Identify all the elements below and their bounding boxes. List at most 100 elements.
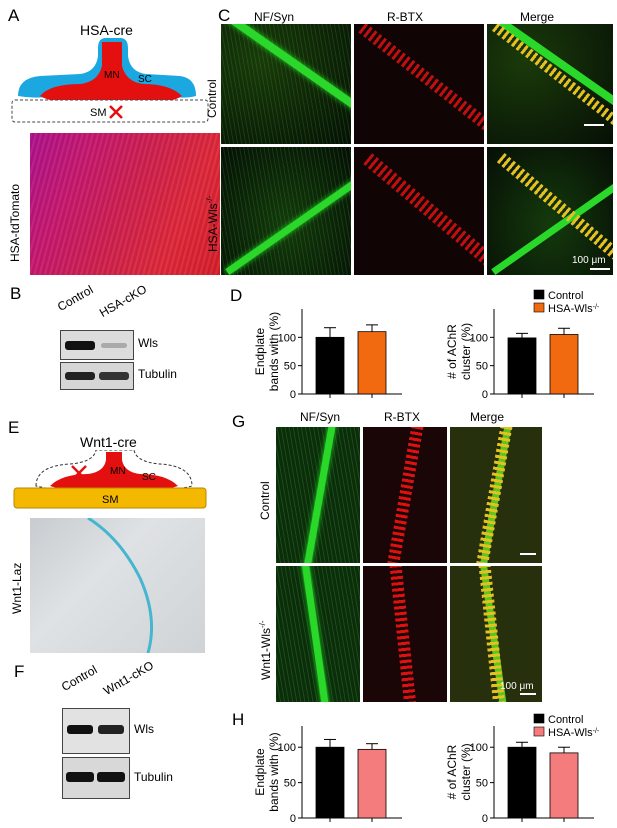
legend-swatch: [533, 713, 545, 724]
legend-label: HSA-Wls-/-: [548, 303, 600, 315]
blot-f-tubulin-label: Tubulin: [134, 770, 173, 784]
y-tick-label: 0: [482, 813, 488, 825]
hsa-tdtomato-label: HSA-tdTomato: [8, 183, 22, 262]
panel-label-d: D: [230, 286, 243, 305]
y-tick-label: 50: [476, 361, 488, 373]
g-control-rbtx-image: [363, 427, 447, 563]
legend-swatch: [533, 289, 545, 300]
g-scale-label: 100 μm: [500, 681, 534, 692]
blot-f-wls-label: Wls: [134, 722, 154, 736]
c-scale-bar-top: [584, 124, 604, 126]
bar: [507, 337, 537, 395]
wnt1-cre-schematic: MN SC SM: [13, 450, 207, 509]
g-mutant-rbtx-image: [363, 566, 447, 702]
y-axis-label: cluster (%): [459, 323, 473, 380]
y-axis-label: bands with (%): [267, 312, 281, 391]
legend-label: HSA-Wls-/-: [548, 727, 600, 739]
g-row-wnt1-wls: Wnt1-Wls-/-: [258, 620, 273, 680]
bar: [507, 746, 537, 819]
y-tick-label: 100: [470, 332, 488, 344]
wnt1-cre-title: Wnt1-cre: [80, 434, 137, 450]
blot-f-col-cko: Wnt1-cKO: [101, 658, 156, 698]
c-col-merge: Merge: [520, 10, 555, 24]
legend-swatch: [533, 302, 545, 313]
sm-label: SM: [90, 107, 107, 119]
chart-h: 0 50 100 Endplate bands with (%) 0 50 100 # of …: [253, 713, 600, 825]
c-mutant-rbtx-image: [354, 147, 484, 275]
wnt1-laz-label: Wnt1-Laz: [10, 562, 24, 614]
c-control-nfsyn-image: [221, 24, 351, 144]
sc-label-e: SC: [142, 472, 156, 483]
legend-label: Control: [548, 290, 583, 302]
c-row-hsa-wls: HSA-Wls-/-: [205, 195, 220, 252]
c-mutant-merge-image: [487, 147, 613, 275]
knockout-cross-icon: [109, 105, 123, 119]
y-tick-label: 100: [278, 332, 296, 344]
c-scale-bar: [590, 268, 610, 270]
c-control-merge-image: [487, 24, 613, 144]
mn-label: MN: [104, 70, 120, 81]
hsa-cre-title: HSA-cre: [80, 22, 133, 38]
g-row-control: Control: [258, 481, 272, 520]
y-tick-label: 100: [278, 742, 296, 754]
g-scale-bar: [520, 693, 536, 695]
g-col-nfsyn: NF/Syn: [300, 410, 341, 424]
g-mutant-merge-image: [450, 566, 542, 702]
bar: [315, 336, 345, 395]
c-col-nfsyn: NF/Syn: [254, 10, 295, 24]
y-axis-label: bands with (%): [267, 732, 281, 811]
y-tick-label: 50: [284, 361, 296, 373]
g-scale-bar-top: [520, 553, 536, 555]
hsa-cre-schematic: MN SC SM: [11, 38, 209, 123]
panel-label-g: G: [232, 412, 246, 431]
knockout-cross-icon: [71, 465, 87, 481]
hsa-tdtomato-image: [30, 133, 220, 275]
c-row-control: Control: [205, 79, 219, 118]
wls-blot-b: [60, 330, 134, 360]
y-tick-label: 0: [290, 813, 296, 825]
blot-f-col-control: Control: [59, 662, 100, 694]
chart-d-right: 0 50 100 # of AChR cluster (%): [445, 309, 594, 401]
g-col-merge: Merge: [470, 410, 505, 424]
y-tick-label: 0: [290, 389, 296, 401]
legend-swatch: [533, 726, 545, 737]
sm-label-e: SM: [102, 494, 119, 506]
c-mutant-nfsyn-image: [221, 147, 351, 275]
bar: [549, 334, 579, 395]
y-axis-label: # of AChR: [445, 744, 459, 799]
blot-b-tubulin-label: Tubulin: [138, 367, 177, 381]
y-axis-label: Endplate: [253, 748, 267, 796]
wnt1-laz-image: [30, 518, 205, 653]
chart-d: 0 50 100 Endplate bands with (%) 0 50 100 # of …: [253, 289, 600, 401]
tubulin-blot-f: [62, 757, 130, 799]
panel-label-c: C: [218, 6, 231, 25]
y-tick-label: 50: [284, 778, 296, 790]
wls-blot-f: [62, 708, 130, 754]
chart-d-left: 0 50 100 Endplate bands with (%): [253, 309, 402, 401]
panel-label-a: A: [8, 6, 20, 25]
tubulin-blot-b: [60, 362, 134, 390]
y-tick-label: 0: [482, 389, 488, 401]
bar: [357, 331, 387, 395]
g-mutant-nfsyn-image: [276, 566, 360, 702]
sc-label: SC: [138, 74, 152, 85]
c-col-rbtx: R-BTX: [387, 10, 423, 24]
g-control-merge-image: [450, 427, 542, 563]
panel-label-f: F: [14, 662, 25, 681]
panel-label-e: E: [8, 418, 20, 437]
c-scale-label: 100 μm: [572, 255, 606, 266]
panel-label-b: B: [10, 284, 22, 303]
y-axis-label: # of AChR: [445, 324, 459, 379]
y-axis-label: cluster (%): [459, 743, 473, 800]
blot-b-wls-label: Wls: [138, 336, 158, 350]
y-tick-label: 50: [476, 778, 488, 790]
bar: [315, 746, 345, 819]
y-tick-label: 100: [470, 742, 488, 754]
g-col-rbtx: R-BTX: [384, 410, 420, 424]
blot-b-col-cko: HSA-cKO: [97, 281, 150, 320]
bar: [357, 748, 387, 819]
legend-label: Control: [548, 714, 583, 726]
c-control-rbtx-image: [354, 24, 484, 144]
